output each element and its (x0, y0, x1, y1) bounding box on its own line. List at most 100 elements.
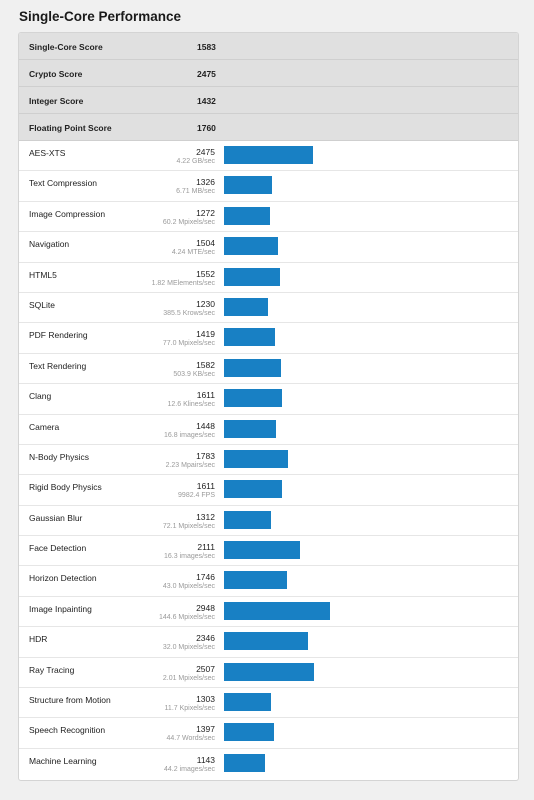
benchmark-throughput: 503.9 KB/sec (173, 370, 215, 378)
benchmark-name: Structure from Motion (29, 695, 111, 706)
benchmark-throughput: 1.82 MElements/sec (151, 279, 215, 287)
benchmark-throughput: 144.6 Mpixels/sec (158, 613, 215, 621)
benchmark-throughput: 44.2 images/sec (164, 765, 215, 773)
score-bar (224, 328, 275, 347)
benchmark-throughput: 11.7 Kpixels/sec (164, 705, 215, 713)
benchmark-row: Face Detection 2111 16.3 images/sec (19, 536, 518, 567)
score-bar (224, 297, 268, 316)
benchmark-score: 1783 (196, 450, 215, 461)
score-bar (224, 753, 265, 772)
score-bar (224, 176, 272, 195)
benchmark-name: SQLite (29, 299, 55, 310)
summary-value: 1760 (197, 123, 216, 133)
benchmark-name: Image Compression (29, 208, 106, 219)
benchmark-score: 1303 (196, 694, 215, 705)
benchmark-throughput: 60.2 Mpixels/sec (162, 218, 215, 226)
benchmark-score: 1419 (196, 329, 215, 340)
page-title: Single-Core Performance (19, 9, 182, 24)
benchmark-row: Structure from Motion 1303 11.7 Kpixels/se… (19, 688, 518, 719)
benchmark-name: Ray Tracing (29, 664, 75, 675)
benchmark-throughput: 6.71 MB/sec (176, 188, 215, 196)
benchmark-name: Clang (29, 391, 52, 402)
summary-label: Single-Core Score (29, 42, 103, 52)
benchmark-row: Rigid Body Physics 1611 9982.4 FPS (19, 475, 518, 506)
benchmark-score: 1448 (196, 420, 215, 431)
benchmark-name: Speech Recognition (29, 725, 106, 736)
score-bar (224, 662, 314, 681)
score-bar (224, 693, 271, 712)
benchmark-throughput: 77.0 Mpixels/sec (162, 340, 215, 348)
benchmark-score: 1326 (196, 177, 215, 188)
benchmark-name: Gaussian Blur (29, 512, 83, 523)
score-bar (224, 541, 300, 560)
benchmark-throughput: 9982.4 FPS (178, 492, 215, 500)
benchmark-row: N-Body Physics 1783 2.23 Mpairs/sec (19, 445, 518, 476)
score-bar (224, 723, 274, 742)
benchmark-score: 1552 (196, 268, 215, 279)
benchmark-score: 1397 (196, 724, 215, 735)
score-bar (224, 419, 276, 438)
score-bar (224, 571, 287, 590)
benchmark-row: Image Inpainting 2948 144.6 Mpixels/sec (19, 597, 518, 628)
benchmark-name: Text Rendering (29, 360, 87, 371)
summary-row: Floating Point Score 1760 (19, 114, 518, 141)
benchmark-score: 2346 (196, 633, 215, 644)
summary-label: Integer Score (29, 96, 84, 106)
benchmark-row: SQLite 1230 385.5 Krows/sec (19, 293, 518, 324)
benchmark-throughput: 44.7 Words/sec (166, 735, 215, 743)
summary-row: Crypto Score 2475 (19, 60, 518, 87)
benchmark-name: Navigation (29, 239, 70, 250)
benchmark-name: Image Inpainting (29, 603, 92, 614)
benchmark-name: Camera (29, 421, 60, 432)
benchmark-row: Speech Recognition 1397 44.7 Words/sec (19, 718, 518, 749)
benchmark-score: 1272 (196, 207, 215, 218)
benchmark-name: Face Detection (29, 543, 87, 554)
benchmark-name: HDR (29, 634, 48, 645)
benchmark-row: Navigation 1504 4.24 MTE/sec (19, 232, 518, 263)
score-bar (224, 206, 270, 225)
summary-row: Single-Core Score 1583 (19, 33, 518, 60)
benchmark-row: Machine Learning 1143 44.2 images/sec (19, 749, 518, 779)
benchmark-row: Clang 1611 12.6 Klines/sec (19, 384, 518, 415)
benchmark-name: Machine Learning (29, 755, 97, 766)
score-bar (224, 601, 330, 620)
benchmark-throughput: 32.0 Mpixels/sec (162, 644, 215, 652)
score-bar (224, 267, 280, 286)
summary-value: 1583 (197, 42, 216, 52)
benchmark-row: Text Compression 1326 6.71 MB/sec (19, 171, 518, 202)
benchmark-throughput: 16.8 images/sec (164, 431, 215, 439)
benchmark-list: AES-XTS 2475 4.22 GB/sec Text Compression 13… (19, 141, 518, 779)
benchmark-score: 1230 (196, 298, 215, 309)
score-bar (224, 632, 308, 651)
benchmark-row: HDR 2346 32.0 Mpixels/sec (19, 627, 518, 658)
benchmark-score: 1143 (196, 754, 215, 765)
benchmark-name: HTML5 (29, 269, 57, 280)
benchmark-score: 2948 (196, 602, 215, 613)
benchmark-row: Image Compression 1272 60.2 Mpixels/sec (19, 202, 518, 233)
score-bar (224, 449, 288, 468)
results-card: Single-Core Score 1583 Crypto Score 2475 Int… (18, 32, 519, 781)
benchmark-name: Horizon Detection (29, 573, 97, 584)
score-bar (224, 389, 282, 408)
benchmark-row: HTML5 1552 1.82 MElements/sec (19, 263, 518, 293)
benchmark-throughput: 72.1 Mpixels/sec (162, 522, 215, 530)
benchmark-row: Text Rendering 1582 503.9 KB/sec (19, 354, 518, 385)
benchmark-throughput: 2.23 Mpairs/sec (165, 461, 215, 469)
benchmark-throughput: 4.22 GB/sec (176, 158, 215, 165)
benchmark-row: AES-XTS 2475 4.22 GB/sec (19, 141, 518, 172)
summary-value: 2475 (197, 69, 216, 79)
benchmark-score: 1582 (196, 359, 215, 370)
summary-value: 1432 (197, 96, 216, 106)
benchmark-row: PDF Rendering 1419 77.0 Mpixels/sec (19, 323, 518, 354)
summary-row: Integer Score 1432 (19, 87, 518, 114)
score-bar (224, 358, 281, 377)
benchmark-score: 2475 (196, 147, 215, 157)
benchmark-score: 1746 (196, 572, 215, 583)
benchmark-name: N-Body Physics (29, 451, 89, 462)
benchmark-name: AES-XTS (29, 148, 66, 158)
benchmark-name: Text Compression (29, 178, 98, 189)
benchmark-row: Ray Tracing 2507 2.01 Mpixels/sec (19, 658, 518, 689)
benchmark-score: 1611 (196, 481, 215, 492)
summary-section: Single-Core Score 1583 Crypto Score 2475 Int… (19, 33, 518, 141)
benchmark-row: Horizon Detection 1746 43.0 Mpixels/sec (19, 566, 518, 597)
